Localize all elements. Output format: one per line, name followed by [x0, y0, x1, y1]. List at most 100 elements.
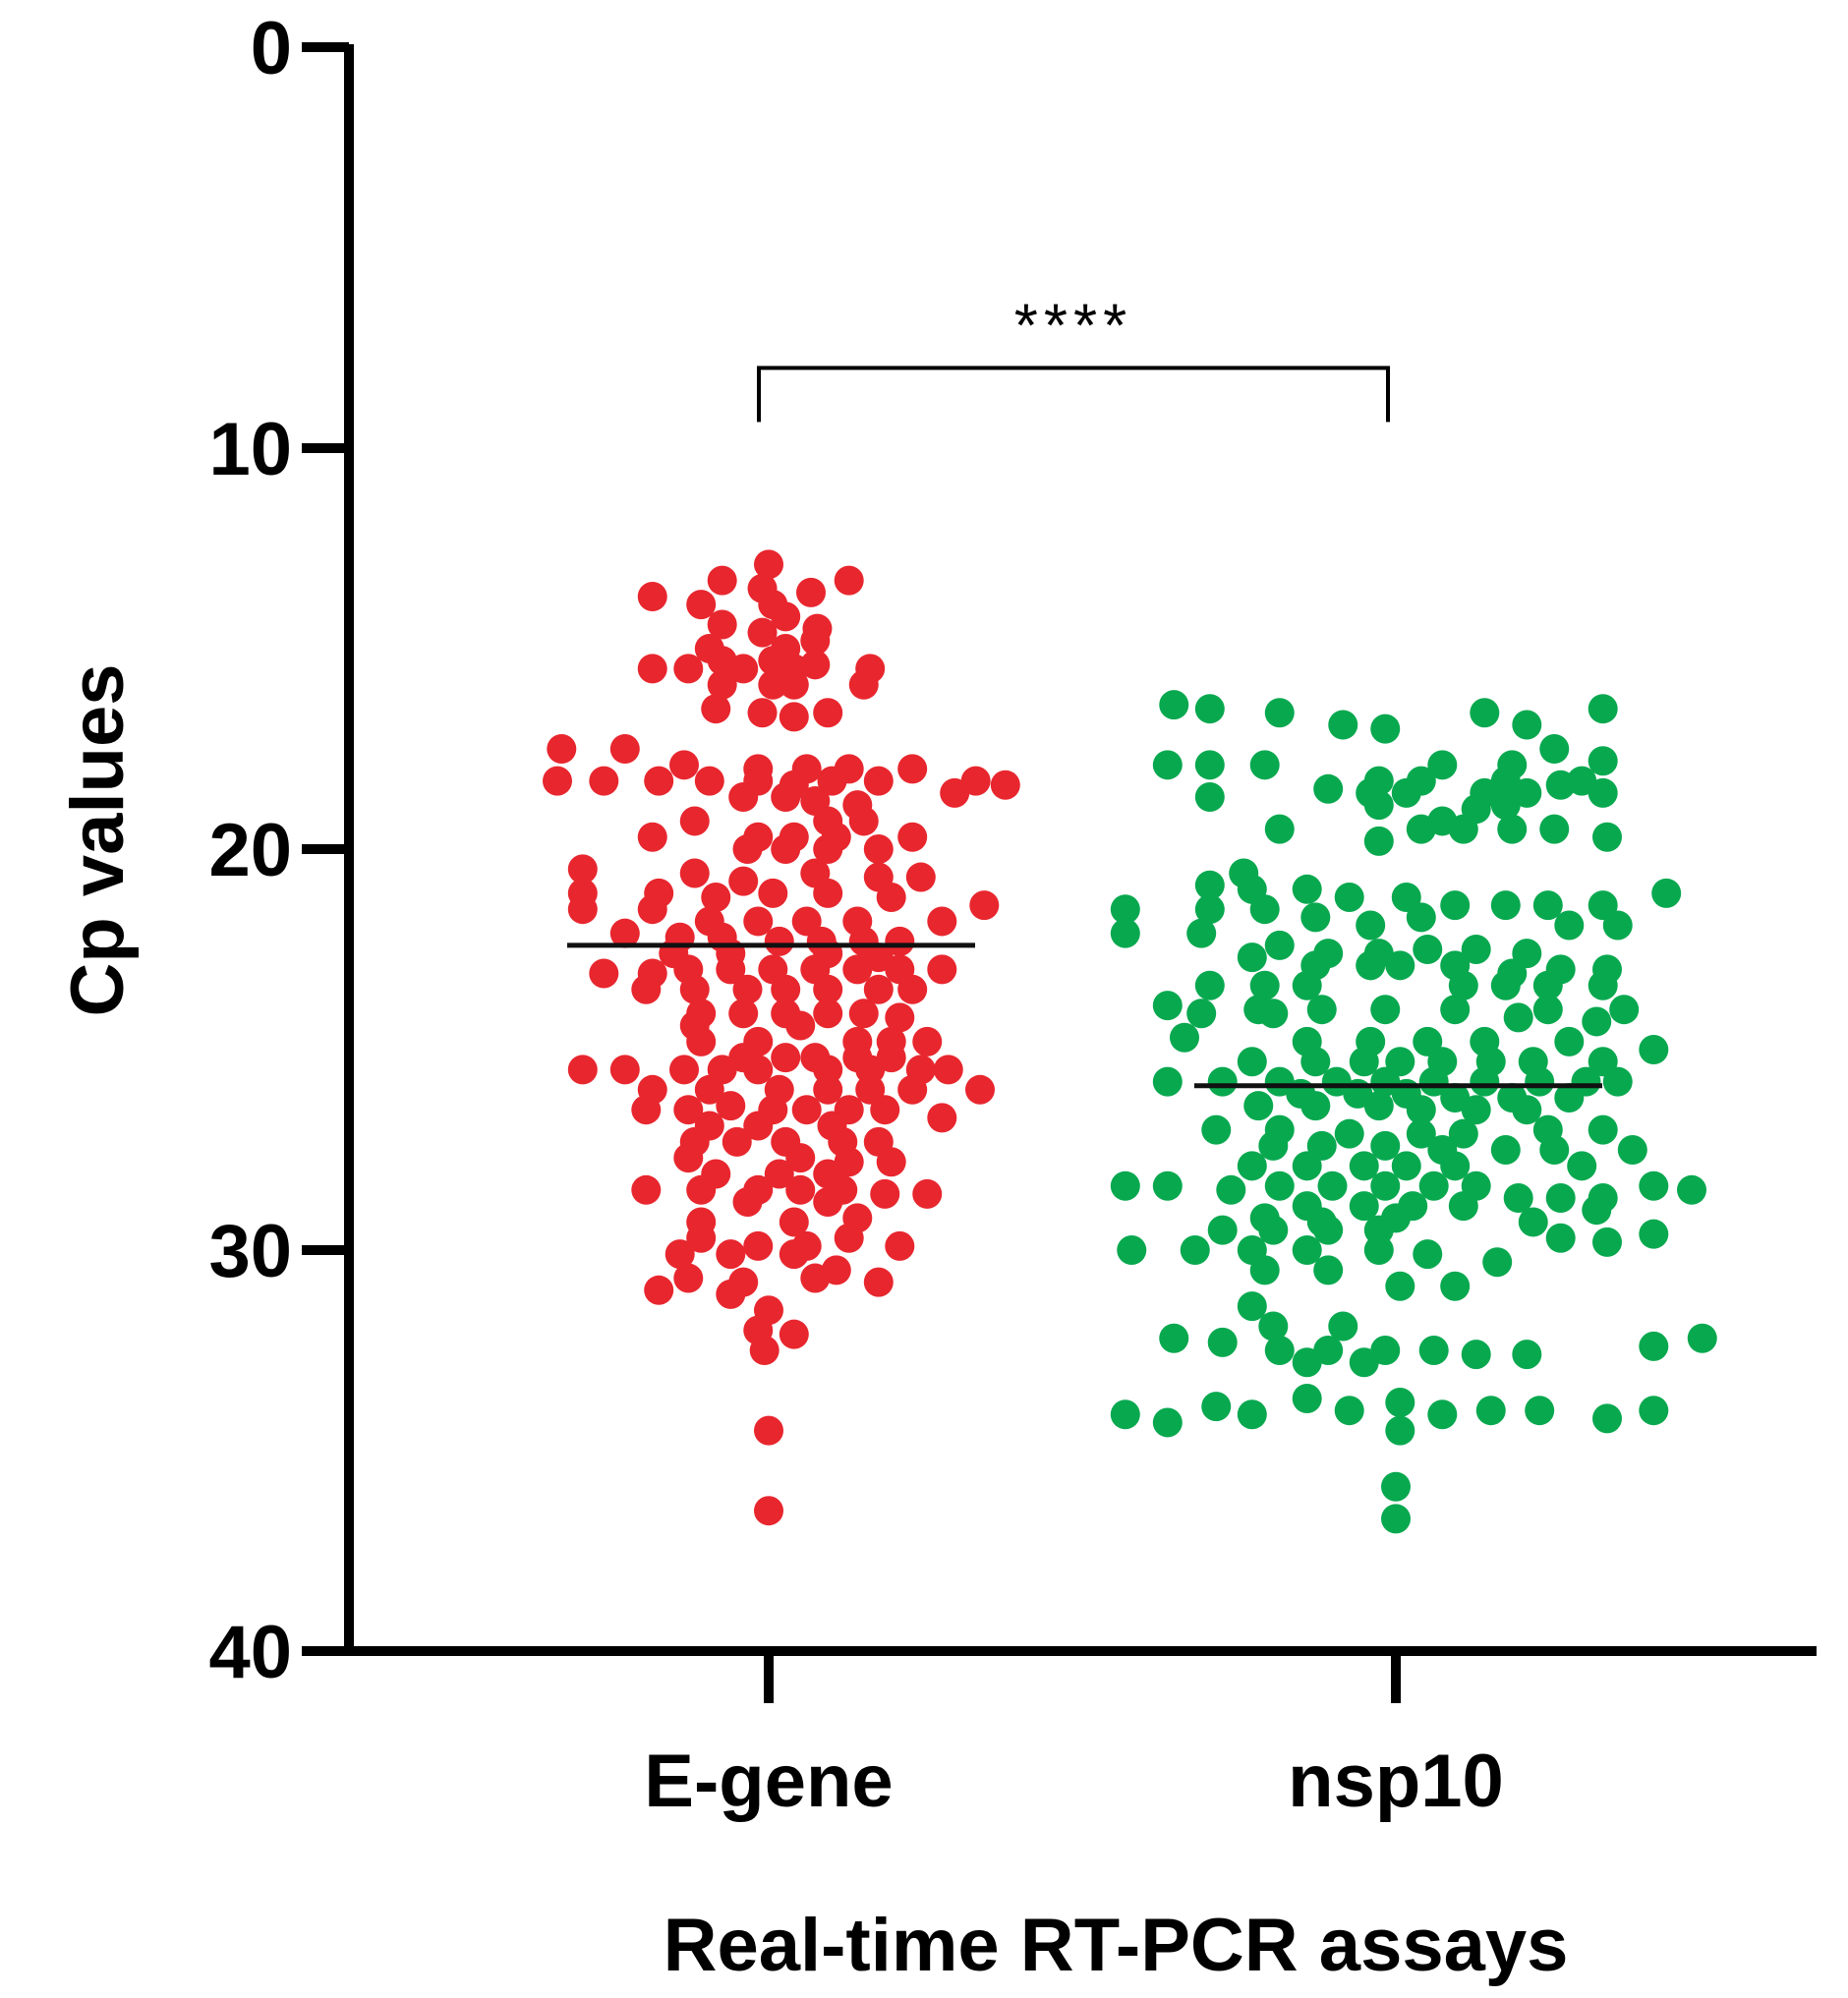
data-point — [863, 766, 894, 796]
data-point — [1448, 814, 1478, 844]
data-point — [743, 1230, 774, 1261]
data-point — [1391, 777, 1421, 808]
data-point — [940, 777, 970, 808]
data-point — [1617, 1135, 1647, 1165]
data-point — [1545, 770, 1576, 800]
data-point — [1152, 1066, 1183, 1097]
data-point — [1152, 1407, 1183, 1438]
data-point — [1512, 710, 1542, 740]
data-point — [1292, 1235, 1322, 1265]
data-point — [747, 617, 778, 648]
data-point — [1381, 1504, 1411, 1534]
data-point — [543, 766, 572, 796]
data-point — [834, 565, 864, 596]
data-point — [1370, 995, 1401, 1025]
data-point — [785, 1143, 816, 1173]
data-point — [1490, 790, 1521, 821]
data-point — [1461, 1095, 1491, 1125]
data-point — [1687, 1323, 1717, 1353]
data-point — [848, 669, 879, 700]
data-point — [1588, 694, 1618, 724]
data-point — [1370, 1130, 1401, 1161]
data-point — [589, 766, 619, 796]
data-point — [1639, 1396, 1669, 1426]
data-point — [1237, 942, 1267, 973]
data-point — [1602, 910, 1633, 941]
data-point — [1525, 1066, 1555, 1097]
data-point — [1497, 814, 1528, 844]
data-point — [897, 754, 928, 784]
data-point — [1249, 750, 1280, 780]
data-point — [631, 974, 662, 1004]
data-point — [1406, 902, 1436, 933]
data-point — [969, 890, 1000, 921]
data-point — [1427, 750, 1458, 780]
data-point — [1313, 1255, 1344, 1285]
data-point — [813, 834, 843, 864]
data-point — [1440, 890, 1471, 921]
data-point — [1110, 1399, 1140, 1430]
data-point — [1427, 1399, 1458, 1430]
data-point — [1237, 1047, 1267, 1077]
data-point — [1406, 1118, 1436, 1149]
data-point — [927, 906, 957, 937]
data-point — [1237, 1151, 1267, 1181]
data-point — [1406, 1095, 1436, 1125]
data-point — [965, 1074, 995, 1105]
data-point — [1328, 1311, 1358, 1342]
data-point — [1639, 1035, 1669, 1064]
data-point — [1328, 710, 1358, 740]
data-point — [1258, 1130, 1289, 1161]
data-point — [547, 734, 577, 764]
data-point — [863, 834, 894, 864]
data-point — [1194, 781, 1225, 812]
data-point — [686, 1174, 717, 1205]
data-point — [1385, 1271, 1415, 1301]
data-point — [1110, 894, 1140, 925]
data-point — [609, 734, 640, 764]
data-point — [933, 1055, 963, 1085]
data-point — [686, 1026, 717, 1056]
data-point — [567, 854, 598, 885]
data-point — [732, 1187, 763, 1218]
data-point — [1186, 999, 1217, 1029]
data-point — [1490, 970, 1521, 1000]
data-point — [1609, 995, 1640, 1025]
data-point — [1440, 995, 1471, 1025]
data-point — [905, 862, 936, 892]
data-point — [1406, 814, 1436, 844]
data-point — [1539, 734, 1570, 764]
data-point — [728, 654, 759, 684]
y-tick-label: 10 — [208, 408, 292, 491]
data-point — [669, 750, 699, 780]
y-axis-title: Cp values — [56, 663, 140, 1016]
data-point — [1532, 970, 1563, 1000]
x-category-label: nsp10 — [1288, 1740, 1504, 1823]
y-tick-label: 30 — [208, 1210, 292, 1293]
data-point — [764, 926, 794, 956]
data-point — [1152, 750, 1183, 780]
data-point — [912, 1026, 943, 1056]
points-layer — [543, 549, 1717, 1534]
data-point — [779, 1207, 809, 1237]
data-point — [1448, 1118, 1478, 1149]
x-axis-title: Real-time RT-PCR assays — [664, 1904, 1569, 1987]
y-tick-label: 40 — [208, 1611, 292, 1694]
data-point — [1503, 1182, 1533, 1213]
data-point — [1592, 822, 1622, 852]
data-point — [800, 625, 831, 656]
data-point — [1207, 1066, 1238, 1097]
data-point — [897, 1074, 928, 1105]
data-point — [589, 958, 619, 989]
data-point — [743, 1111, 774, 1141]
data-point — [1363, 1091, 1394, 1121]
data-point — [1110, 918, 1140, 948]
data-point — [813, 999, 843, 1029]
data-point — [1152, 991, 1183, 1021]
data-point — [747, 698, 778, 728]
data-point — [609, 918, 640, 948]
data-point — [1490, 890, 1521, 921]
data-point — [1385, 1415, 1415, 1446]
data-point — [764, 1159, 794, 1189]
